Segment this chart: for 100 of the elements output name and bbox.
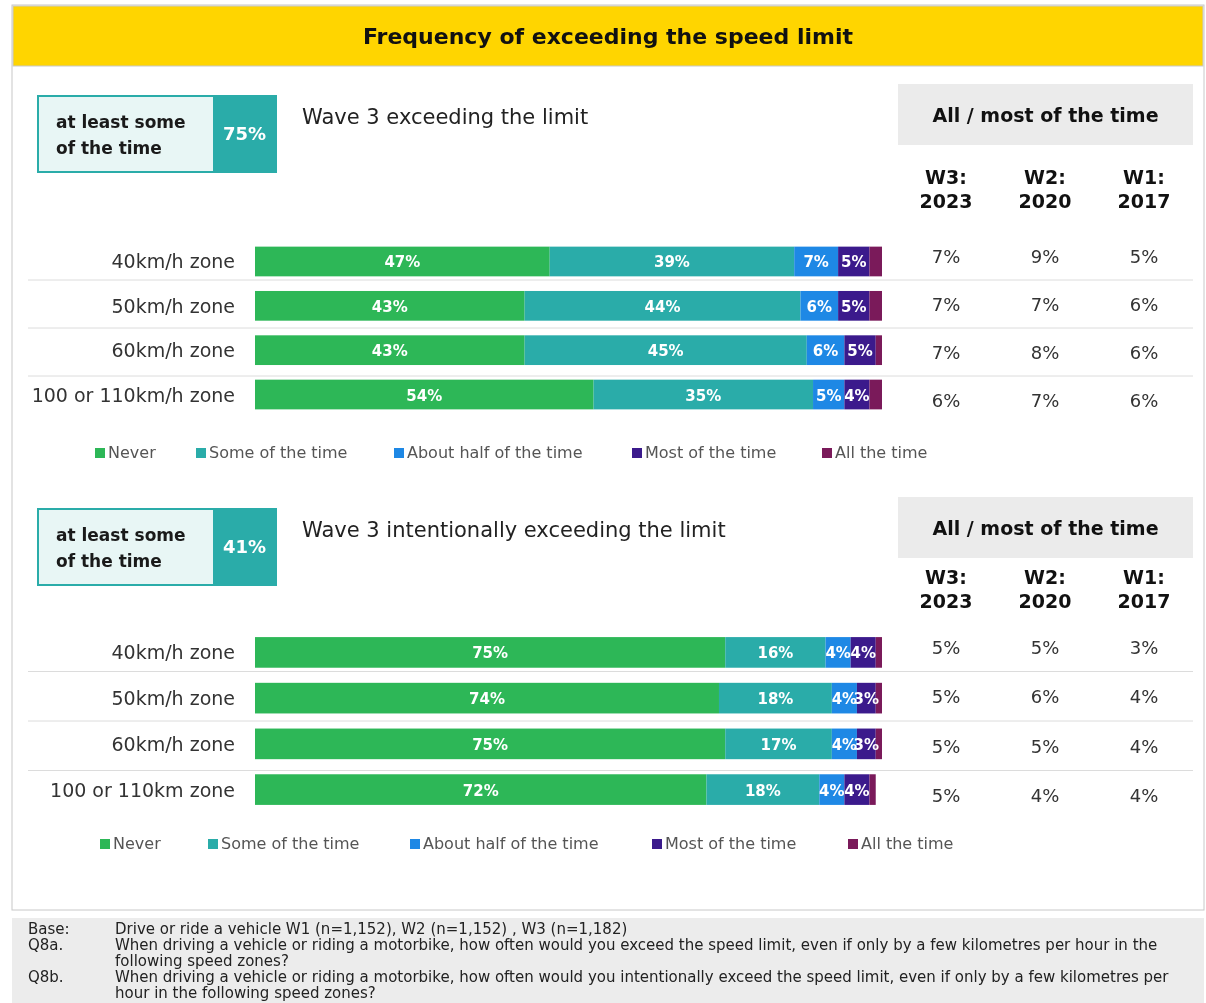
bar [593,379,814,410]
data-label: 4% [844,781,870,800]
legend-label: Never [113,834,162,853]
data-label: 74% [469,690,505,709]
text: Frequency of exceeding the speed limit [362,24,854,49]
bar [255,728,726,760]
data-label: 43% [371,297,408,316]
bar [549,246,795,277]
bar [869,246,882,277]
category-label: W3: 2023 [919,566,973,612]
bar [255,637,726,668]
text: 41% [222,536,267,557]
bar [255,682,719,714]
bar [706,774,820,805]
text: 75% [222,123,267,144]
legend-label: Most of the time [645,443,777,462]
data-label: 6% [806,297,833,316]
data-label: 75% [472,644,509,663]
bar [869,379,882,410]
text: 8% [1030,342,1060,363]
category-label: W1: 2017 [1117,166,1171,212]
category-label: W2: 2020 [1018,566,1072,612]
text: 7% [931,342,961,363]
data-label: 17% [760,735,797,754]
data-label: 44% [644,297,681,316]
legend-label: About half of the time [407,443,583,462]
bar [255,379,594,410]
data-label: 39% [654,253,690,272]
data-label: 4% [844,386,870,405]
category-label: 50km/h zone [111,294,235,317]
text: at least some of the time [56,112,186,158]
data-label: 45% [647,342,684,361]
data-label: 4% [850,644,876,663]
data-label: 47% [384,253,421,272]
bar [875,335,882,366]
bar [725,728,832,760]
text: 6% [931,390,961,411]
text: 5% [931,735,961,757]
text: 5% [1030,636,1060,658]
legend-label: About half of the time [423,834,599,853]
category-label: W1: 2017 [1117,566,1171,612]
category-label: 60km/h zone [111,732,235,755]
data-label: 18% [757,690,794,709]
legend-label: Most of the time [665,834,797,853]
text: 4% [1030,785,1060,807]
legend-label: All the time [861,834,954,853]
text: Q8b. When driving a vehicle or riding a motorbike, how often would you intentionally exceed the speed limit, even if only by a few kilometres per hour in the following speed zones? [28,968,1169,1002]
category-label: W2: 2020 [1018,166,1072,212]
text: 3% [1129,636,1159,658]
category-label: 100 or 110km/h zone [31,383,235,406]
data-label: 5% [815,386,842,405]
legend-label: Never [108,443,157,462]
data-label: 18% [744,781,781,800]
bar [869,774,876,805]
bar [869,290,882,321]
data-label: 6% [812,342,839,361]
data-label: 35% [685,386,722,405]
text: Q8a. When driving a vehicle or riding a motorbike, how often would you exceed the speed limit, even if only by a few kilometres per hour in the following speed zones? [28,936,1158,970]
data-label: 5% [841,297,867,316]
text: All / most of the time [932,516,1159,539]
category-label: 60km/h zone [111,339,235,362]
bar [255,246,550,277]
bar [255,290,525,321]
text: 7% [1030,294,1060,315]
data-label: 5% [841,253,867,272]
text: 6% [1129,390,1159,411]
text: 6% [1129,342,1159,363]
category-label: 50km/h zone [111,687,235,710]
text: 4% [1129,686,1159,708]
chart-title: Wave 3 exceeding the limit [302,105,589,129]
data-label: 72% [462,781,499,800]
text: 4% [1129,735,1159,757]
bar [524,290,801,321]
data-label: 4% [819,781,845,800]
data-label: 5% [847,342,873,361]
data-label: 75% [472,735,509,754]
text: 5% [1030,735,1060,757]
data-label: 54% [406,386,443,405]
bar [875,637,882,668]
bar [725,637,826,668]
category-label: 40km/h zone [111,250,235,273]
data-label: 7% [803,253,829,272]
data-label: 16% [757,644,794,663]
text: Base: Drive or ride a vehicle W1 (n=1,152), W2 (n=1,152) , W3 (n=1,182) [28,920,628,938]
text: 5% [931,686,961,708]
text: 5% [931,636,961,658]
data-label: 4% [825,644,851,663]
text: 7% [931,246,961,267]
chart-title: Wave 3 intentionally exceeding the limit [302,518,726,542]
text: 7% [1030,390,1060,411]
bar [524,335,807,366]
text: 5% [1129,246,1159,267]
bar [255,774,707,805]
data-label: 43% [371,342,408,361]
category-label: 40km/h zone [111,641,235,664]
text: 5% [931,785,961,807]
category-label: 100 or 110km zone [50,778,235,801]
text: All / most of the time [932,103,1159,126]
category-label: W3: 2023 [919,166,973,212]
text: 7% [931,294,961,315]
